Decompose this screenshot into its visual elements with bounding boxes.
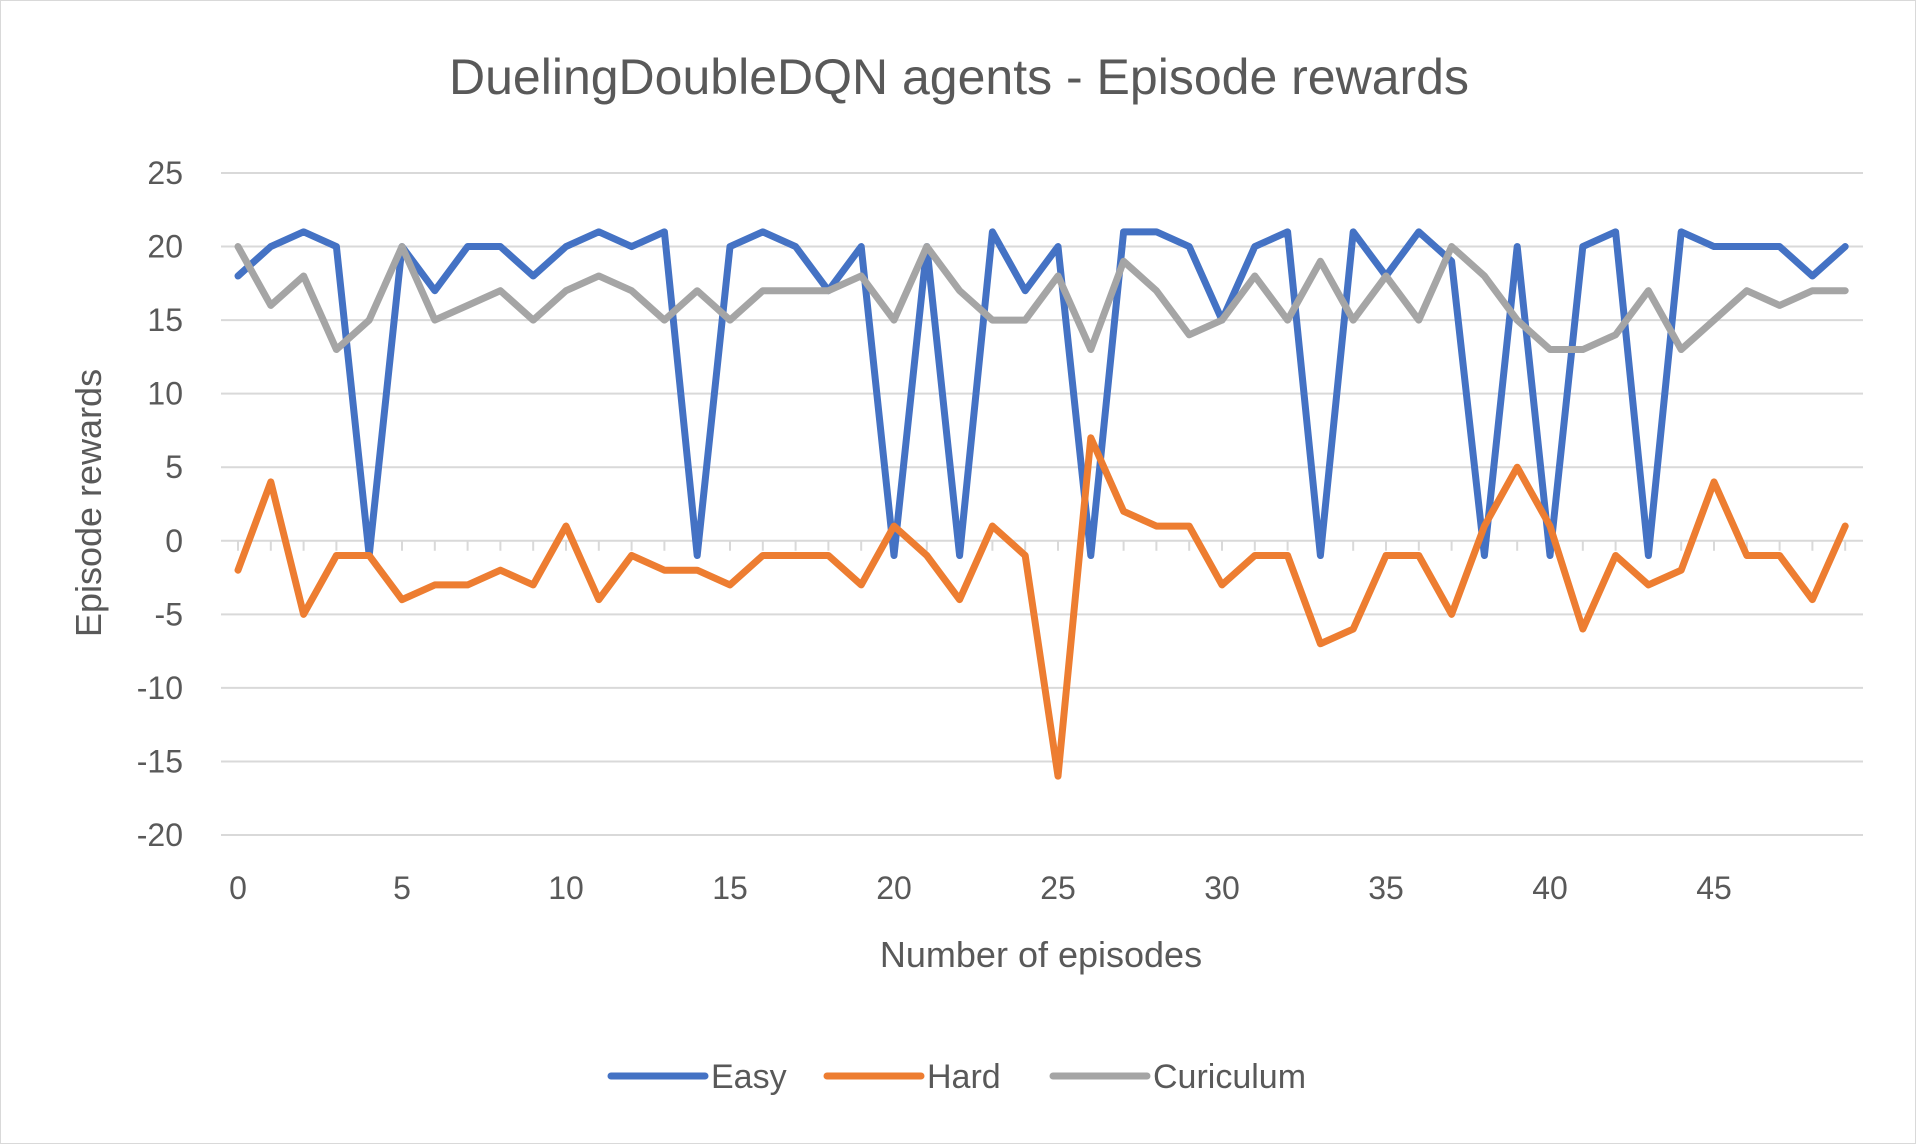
gridlines [221,172,1863,836]
y-axis-tick-labels: -20 -15 -10 -5 0 5 10 15 20 25 [137,155,183,853]
y-tick-label: 15 [147,302,183,338]
y-tick-label: -15 [137,743,183,779]
y-tick-label: 10 [147,376,183,412]
x-tick-label: 20 [876,870,912,906]
series-lines [234,228,1849,780]
x-tick-label: 25 [1040,870,1076,906]
x-axis-title: Number of episodes [880,934,1202,975]
y-tick-label: -20 [137,817,183,853]
legend: Easy Hard Curiculum [607,1058,1306,1096]
x-axis-tick-labels: 0 5 10 15 20 25 30 35 40 45 [229,870,1732,906]
chart-title: DuelingDoubleDQN agents - Episode reward… [449,49,1469,105]
legend-label-curiculum: Curiculum [1153,1058,1306,1096]
x-tick-label: 0 [229,870,247,906]
y-tick-label: 5 [165,449,183,485]
x-tick-label: 15 [712,870,748,906]
legend-label-hard: Hard [927,1058,1001,1096]
legend-label-easy: Easy [711,1058,787,1096]
x-tick-label: 30 [1204,870,1240,906]
y-tick-label: 20 [147,229,183,265]
series-line-hard [234,434,1849,780]
x-tick-label: 45 [1696,870,1732,906]
series-line-easy [234,228,1849,559]
series-line-curiculum [234,243,1849,354]
y-tick-label: 25 [147,155,183,191]
y-tick-label: -5 [155,596,183,632]
y-axis-title: Episode rewards [68,369,109,637]
x-tick-label: 10 [548,870,584,906]
x-tick-label: 5 [393,870,411,906]
x-tick-label: 40 [1532,870,1568,906]
y-tick-label: 0 [165,523,183,559]
y-tick-label: -10 [137,670,183,706]
x-tick-label: 35 [1368,870,1404,906]
